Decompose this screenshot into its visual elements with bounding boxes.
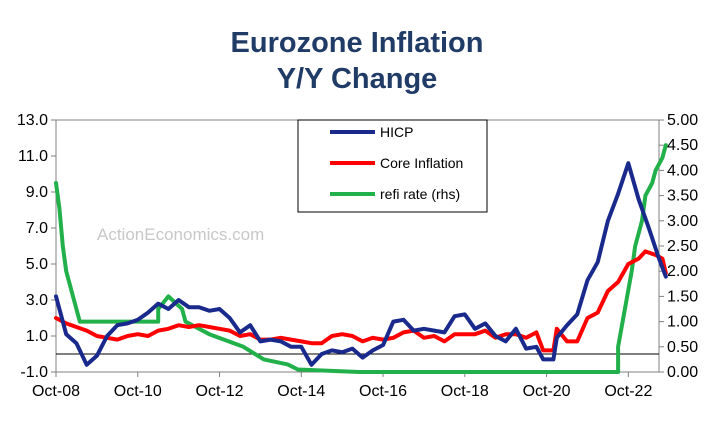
series-line-hicp [54, 161, 668, 367]
legend-label-refi-rate-rhs: refi rate (rhs) [380, 186, 460, 202]
y-tick-label-1: 11.0 [18, 148, 48, 165]
y-tick-label-0: 13.0 [17, 112, 48, 129]
tick-layer: 13.0 11.0 9.0 7.0 5.0 3.0 1.0 -1.0 5.00 4.50 4.00 3… [17, 112, 698, 400]
y2-tick-label-2: 4.00 [667, 162, 698, 179]
x-tick-label-6: Oct-20 [523, 383, 571, 400]
y-tick-label-4: 5.0 [26, 256, 48, 273]
y2-tick-label-3: 3.50 [667, 188, 698, 205]
x-tick-label-2: Oct-12 [196, 383, 244, 400]
x-tick-label-7: Oct-22 [604, 383, 652, 400]
y2-tick-label-5: 2.50 [667, 238, 698, 255]
chart-title: Eurozone Inflation [231, 27, 484, 59]
y-tick-label-6: 1.0 [26, 328, 48, 345]
legend-label-core-inflation: Core Inflation [380, 155, 463, 171]
series-line-core-inflation [54, 249, 668, 353]
y-tick-label-2: 9.0 [26, 184, 48, 201]
y-tick-label-5: 3.0 [26, 292, 48, 309]
series-layer [54, 143, 668, 374]
x-tick-label-3: Oct-14 [277, 383, 325, 400]
legend-label-hicp: HICP [380, 124, 413, 140]
x-tick-label-1: Oct-10 [114, 383, 162, 400]
y2-tick-label-10: 0.00 [667, 364, 698, 381]
y-tick-label-3: 7.0 [26, 220, 48, 237]
y-tick-label-7: -1.0 [20, 364, 48, 381]
y2-tick-label-0: 5.00 [667, 112, 698, 129]
x-tick-label-0: Oct-08 [32, 383, 80, 400]
y2-tick-label-1: 4.50 [667, 137, 698, 154]
y2-tick-label-8: 1.00 [667, 314, 698, 331]
y2-tick-label-9: 0.50 [667, 339, 698, 356]
legend-layer: HICP Core Inflation refi rate (rhs) [330, 124, 463, 202]
y2-tick-label-7: 1.50 [667, 288, 698, 305]
watermark: ActionEconomics.com [97, 225, 264, 244]
y2-tick-label-4: 3.00 [667, 213, 698, 230]
chart-subtitle: Y/Y Change [277, 63, 438, 95]
x-tick-label-5: Oct-18 [441, 383, 489, 400]
legend-box [297, 119, 488, 213]
x-tick-label-4: Oct-16 [359, 383, 407, 400]
y2-tick-label-6: 2.00 [667, 263, 698, 280]
